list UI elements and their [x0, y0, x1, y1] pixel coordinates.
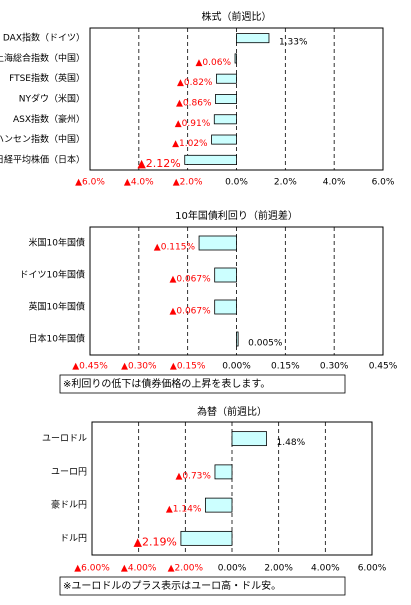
chart-title: 為替（前週比）: [197, 405, 267, 418]
x-tick-label: ▲4.00%: [121, 564, 157, 574]
value-label: ▲0.067%: [169, 275, 211, 285]
bar: [231, 431, 267, 447]
category-label: 上海総合指数（中国）: [0, 52, 85, 64]
x-tick-label: ▲2.0%: [173, 178, 203, 188]
note: ※利回りの低下は債券価格の上昇を表します。: [63, 377, 270, 390]
value-label: 0.005%: [248, 339, 283, 349]
category-label: ユーロ円: [51, 466, 87, 477]
x-tick-label: 2.00%: [264, 564, 293, 574]
value-label: ▲0.06%: [196, 58, 232, 68]
category-label: 日経平均株価（日本）: [0, 153, 85, 165]
value-label: ▲0.82%: [177, 78, 213, 88]
x-tick-label: ▲6.0%: [75, 178, 105, 188]
chart-title: 株式（前週比）: [202, 10, 272, 23]
x-tick-label: ▲0.15%: [170, 362, 206, 372]
bar: [214, 464, 233, 480]
x-tick-label: 0.45%: [369, 362, 398, 372]
value-label: ▲0.73%: [175, 471, 211, 481]
x-tick-label: 0.0%: [225, 178, 248, 188]
category-label: 米国10年国債: [29, 237, 85, 249]
x-tick-label: ▲0.45%: [72, 362, 108, 372]
value-label: ▲2.19%: [133, 535, 176, 548]
x-tick-label: ▲6.00%: [74, 564, 110, 574]
chart-title: 10年国債利回り（前週差）: [175, 209, 298, 222]
x-tick-label: 6.00%: [358, 564, 387, 574]
bar: [236, 331, 239, 347]
x-tick-label: 0.00%: [222, 362, 251, 372]
x-tick-label: 4.0%: [323, 178, 346, 188]
category-label: ユーロドル: [42, 434, 87, 444]
value-label: ▲1.14%: [166, 505, 202, 515]
value-label: ▲2.12%: [137, 157, 180, 170]
bar: [214, 299, 237, 315]
category-label: FTSE指数（英国）: [9, 72, 85, 84]
bar: [216, 73, 237, 84]
bar: [215, 94, 237, 104]
x-tick-label: 0.15%: [271, 362, 300, 372]
category-label: ASX指数（豪州）: [13, 113, 85, 125]
bar: [198, 235, 237, 251]
x-tick-label: ▲0.30%: [121, 362, 157, 372]
bar: [180, 530, 233, 546]
bar: [214, 267, 237, 283]
bar: [211, 134, 237, 145]
category-label: 豪ドル円: [51, 499, 87, 511]
bar: [184, 154, 237, 165]
note-box: [59, 576, 346, 596]
bar: [213, 114, 237, 125]
note: ※ユーロドルのプラス表示はユーロ高・ドル安。: [63, 579, 281, 592]
x-tick-label: ▲4.0%: [124, 178, 154, 188]
value-label: 1.33%: [279, 38, 308, 48]
x-tick-label: 4.00%: [311, 564, 340, 574]
x-tick-label: 0.00%: [218, 564, 247, 574]
note-box: [59, 374, 346, 394]
bar: [236, 33, 270, 44]
x-tick-label: 0.30%: [320, 362, 349, 372]
value-label: ▲0.115%: [154, 243, 196, 253]
category-label: ドイツ10年国債: [20, 269, 85, 281]
value-label: ▲0.86%: [176, 99, 212, 109]
bar: [204, 497, 233, 513]
value-label: ▲1.02%: [172, 139, 208, 149]
x-tick-label: ▲2.00%: [168, 564, 204, 574]
category-label: 香港ハンセン指数（中国）: [0, 133, 85, 145]
value-label: ▲0.067%: [169, 307, 211, 317]
x-tick-label: 6.0%: [372, 178, 395, 188]
category-label: ドル円: [60, 533, 87, 544]
category-label: NYダウ（米国）: [19, 93, 85, 105]
category-label: DAX指数（ドイツ）: [3, 32, 85, 44]
value-label: ▲0.91%: [175, 119, 211, 129]
category-label: 英国10年国債: [29, 301, 85, 313]
bar: [234, 53, 237, 64]
value-label: 1.48%: [277, 438, 306, 448]
category-label: 日本10年国債: [29, 333, 85, 345]
x-tick-label: 2.0%: [274, 178, 297, 188]
